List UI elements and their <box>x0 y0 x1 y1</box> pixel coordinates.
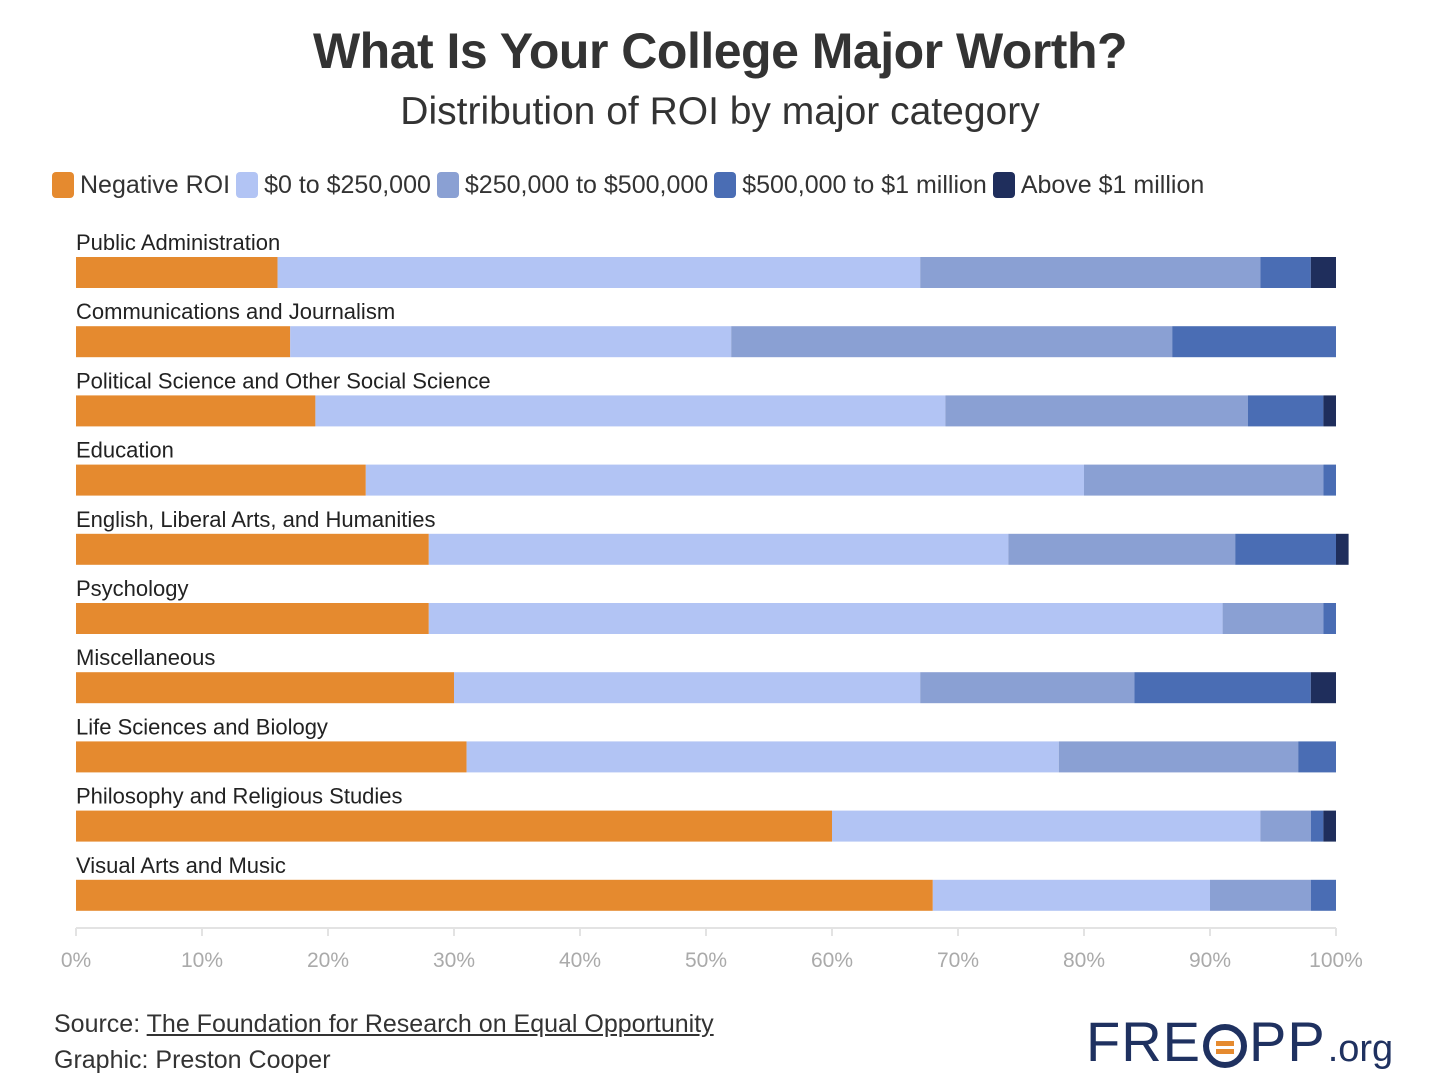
legend-swatch <box>236 172 259 198</box>
x-tick-label: 100% <box>1309 949 1363 972</box>
bar-segment-3 <box>1323 464 1336 496</box>
bar-segment-0 <box>76 533 429 565</box>
x-tick-label: 90% <box>1189 949 1231 972</box>
bar-segment-3 <box>1235 533 1336 565</box>
bar-segment-3 <box>1298 741 1336 773</box>
legend-swatch <box>436 172 459 198</box>
bar-segment-2 <box>920 257 1261 288</box>
x-tick-label: 40% <box>559 949 601 972</box>
x-tick-label: 80% <box>1063 949 1105 972</box>
bar-segment-1 <box>428 533 1009 565</box>
category-label: Miscellaneous <box>76 645 215 670</box>
legend-swatch <box>992 172 1015 198</box>
legend-item-250k-to-500k: $250,000 to $500,000 <box>436 170 709 200</box>
legend-item-negative-roi: Negative ROI <box>52 171 230 200</box>
bar-segment-1 <box>277 257 921 288</box>
chart-title: What Is Your College Major Worth? <box>312 23 1128 79</box>
legend-label: $250,000 to $500,000 <box>464 170 709 199</box>
x-tick-label: 0% <box>61 949 91 972</box>
bar-segment-0 <box>76 741 467 773</box>
bar-segment-1 <box>365 464 1084 496</box>
category-label: Communications and Journalism <box>76 299 395 324</box>
bar-segment-1 <box>454 672 921 704</box>
category-label: Psychology <box>76 576 189 601</box>
source-line: Source: The Foundation for Research on E… <box>54 1010 714 1039</box>
chart-subtitle: Distribution of ROI by major category <box>400 90 1040 133</box>
legend-label: Above $1 million <box>1020 170 1205 199</box>
bar-segment-0 <box>76 257 278 288</box>
category-label: Education <box>76 438 174 463</box>
category-label: Political Science and Other Social Scien… <box>76 368 491 393</box>
x-tick-label: 20% <box>307 949 349 972</box>
x-tick-label: 60% <box>811 949 853 972</box>
source-link[interactable]: The Foundation for Research on Equal Opp… <box>146 1010 714 1038</box>
category-label: Visual Arts and Music <box>76 853 286 878</box>
stacked-bar-chart: Public Administration Communications and … <box>61 230 1363 972</box>
bar-segment-2 <box>1260 810 1311 842</box>
bar-segment-1 <box>832 810 1261 842</box>
freopp-logo: FRE PP .org <box>1086 1006 1393 1070</box>
legend-label: $500,000 to $1 million <box>742 170 987 199</box>
bar-segment-3 <box>1323 603 1336 634</box>
bar-segment-2 <box>731 326 1173 358</box>
bar-segment-0 <box>76 395 316 427</box>
bar-segment-0 <box>76 672 454 704</box>
legend-swatch <box>714 172 737 198</box>
bar-segment-4 <box>1323 395 1336 427</box>
bar-segment-2 <box>1210 879 1311 911</box>
x-tick-label: 70% <box>937 949 979 972</box>
bar-segment-2 <box>945 395 1248 427</box>
bar-segment-1 <box>290 326 732 358</box>
x-tick-label: 30% <box>433 949 475 972</box>
category-label: Public Administration <box>76 230 280 255</box>
legend-item-0-to-250k: $0 to $250,000 <box>236 171 431 200</box>
bar-segment-1 <box>932 879 1210 911</box>
logo-suffix: .org <box>1327 1028 1394 1070</box>
bar-segment-3 <box>1247 395 1324 427</box>
bar-segment-4 <box>1336 533 1349 565</box>
logo-text-right: PP <box>1249 1010 1326 1073</box>
legend-item-500k-to-1m: $500,000 to $1 million <box>714 171 987 200</box>
bar-segment-0 <box>76 603 429 634</box>
bar-segment-2 <box>1084 464 1324 496</box>
bar-segment-1 <box>315 395 946 427</box>
bar-segment-0 <box>76 326 291 358</box>
legend-label: $0 to $250,000 <box>264 170 431 199</box>
legend: Negative ROI $0 to $250,000 $250,000 to … <box>52 168 1210 202</box>
category-label: Philosophy and Religious Studies <box>76 784 403 809</box>
bar-segment-1 <box>428 603 1223 634</box>
bar-segment-3 <box>1310 810 1324 842</box>
bar-segment-0 <box>76 464 366 496</box>
legend-item-above-1m: Above $1 million <box>992 170 1205 200</box>
bar-segment-4 <box>1323 810 1336 842</box>
category-label: Life Sciences and Biology <box>76 714 328 739</box>
logo-equal-o-icon <box>1203 1024 1247 1068</box>
bar-segment-1 <box>466 741 1059 773</box>
bar-segment-3 <box>1260 257 1311 288</box>
bar-segment-3 <box>1134 672 1311 704</box>
bar-segment-2 <box>1222 603 1324 634</box>
legend-swatch <box>52 172 74 198</box>
bar-segment-2 <box>920 672 1135 704</box>
bar-segment-3 <box>1172 326 1336 358</box>
bar-segment-2 <box>1008 533 1236 565</box>
logo-text-left: FRE <box>1086 1010 1201 1073</box>
bar-segment-2 <box>1058 741 1299 773</box>
bar-segment-0 <box>76 879 933 911</box>
bar-segment-4 <box>1310 672 1336 704</box>
x-tick-label: 50% <box>685 949 727 972</box>
legend-label: Negative ROI <box>80 170 231 199</box>
bar-segment-4 <box>1310 257 1336 288</box>
bar-segment-0 <box>76 810 832 842</box>
x-tick-label: 10% <box>181 949 223 972</box>
graphic-credit: Graphic: Preston Cooper <box>54 1046 331 1074</box>
category-label: English, Liberal Arts, and Humanities <box>76 507 436 532</box>
bar-segment-3 <box>1310 879 1336 911</box>
source-prefix: Source: <box>54 1010 147 1038</box>
